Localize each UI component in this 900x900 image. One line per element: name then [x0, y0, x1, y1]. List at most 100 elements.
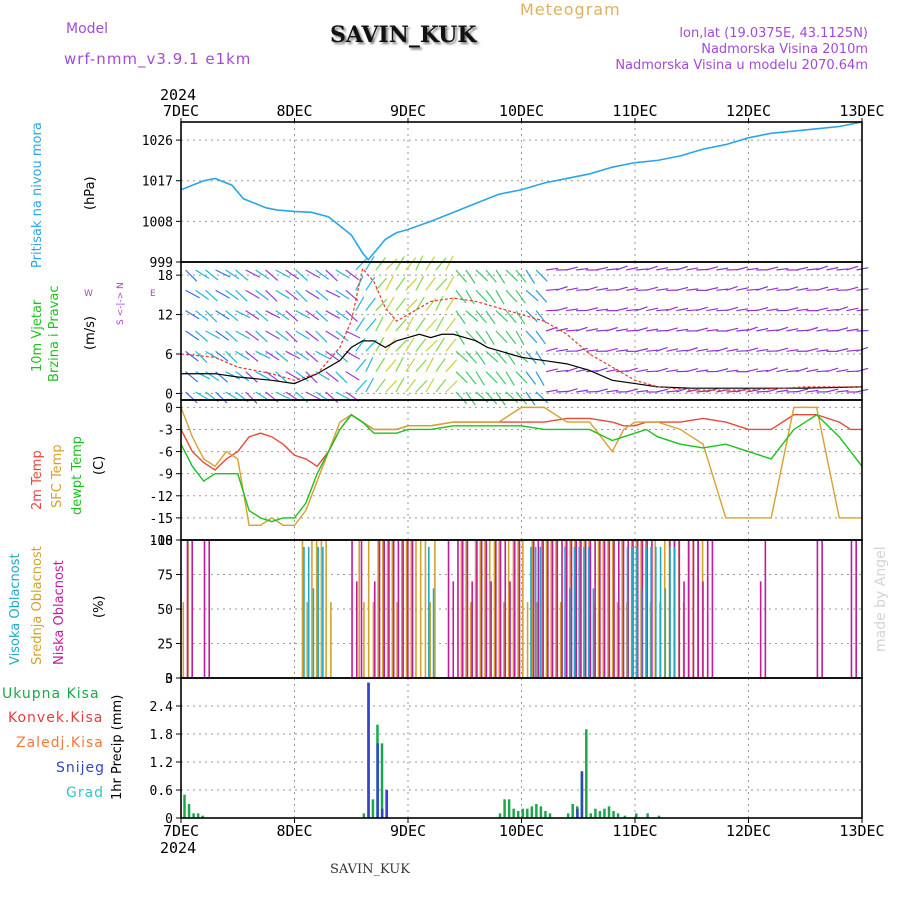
wind-barb	[215, 350, 229, 362]
cloud-low-bar	[495, 540, 497, 678]
wind-barb	[505, 269, 518, 282]
precip-total-bar	[362, 813, 366, 818]
wind-barb	[686, 347, 698, 352]
wind-barb	[596, 287, 609, 291]
cloud-high-bar	[664, 588, 667, 678]
precip-total-bar	[598, 811, 602, 818]
wind-barb	[626, 388, 638, 393]
cloud-low-bar	[706, 540, 709, 678]
wind-barb	[696, 327, 709, 332]
cloud-high-bar	[636, 546, 638, 678]
wind-barb	[596, 329, 609, 332]
date-label-top: 10DEC	[499, 102, 544, 120]
y-tick-label: 1.8	[150, 728, 173, 743]
cloud-high-bar	[564, 546, 566, 678]
cloud-high-bar	[583, 546, 585, 678]
wind-barb	[245, 330, 259, 341]
cloud-low-bar	[589, 540, 592, 678]
wind-barb	[656, 346, 668, 352]
wind-barb	[395, 276, 406, 291]
wind-barb	[656, 267, 669, 271]
cloud-mid-bar	[597, 540, 600, 678]
wind-barb	[415, 255, 424, 271]
wind-barb	[746, 326, 758, 332]
wind-barb	[325, 330, 340, 340]
cloud-low-bar	[383, 540, 386, 678]
wind-barb	[255, 391, 270, 401]
wind-barb	[445, 338, 457, 352]
wind-barb	[616, 307, 628, 312]
wind-barb	[776, 288, 789, 291]
wind-barb	[716, 288, 729, 291]
wind-barb	[726, 369, 739, 373]
cloud-mid-bar	[512, 540, 515, 678]
wind-barb	[525, 289, 539, 302]
wind-barb	[305, 289, 320, 300]
date-label-bottom: 9DEC	[390, 822, 426, 840]
cloud-mid-bar	[382, 540, 384, 678]
cloud-low-bar	[551, 540, 554, 678]
wind-barb	[405, 298, 418, 312]
cloud-high-bar	[673, 546, 676, 678]
wind-barb	[505, 371, 515, 386]
wind-barb	[585, 286, 598, 291]
cloud-low-bar	[485, 540, 488, 678]
wind-barb	[425, 256, 436, 271]
cloud-low-bar	[471, 581, 473, 678]
wind-barb	[425, 357, 434, 372]
wind-barb	[726, 285, 738, 291]
wind-barb	[515, 269, 527, 283]
cloud-low-bar	[556, 540, 559, 678]
wind-barb	[225, 330, 238, 343]
wind-barb	[505, 289, 518, 303]
cloud-mid-bar	[391, 540, 394, 678]
wind-barb	[565, 287, 578, 291]
cloud-high-bar	[568, 588, 571, 678]
cloud-mid-bar	[526, 602, 529, 678]
date-label-bottom: 12DEC	[726, 822, 771, 840]
wind-barb	[385, 379, 398, 393]
date-label-top: 9DEC	[390, 102, 426, 120]
cloud-mid-bar	[517, 540, 519, 678]
wind-barb	[756, 369, 769, 373]
footer-station: SAVIN_KUK	[330, 862, 410, 877]
cloud-low-bar	[388, 540, 390, 678]
wind-barb	[525, 330, 538, 344]
cloud-low-bar	[599, 540, 601, 678]
cloud-low-bar	[392, 540, 395, 678]
y-tick-label: 75	[157, 569, 173, 584]
wind-barb	[535, 289, 548, 303]
precip-total-bar	[635, 813, 638, 818]
wind-barb	[575, 326, 588, 332]
wind-barb	[385, 296, 395, 311]
wind-barb	[325, 269, 338, 282]
wind-barb	[826, 388, 839, 393]
wind-barb	[335, 350, 349, 363]
wind-barb	[255, 330, 268, 343]
wind-barb	[475, 310, 487, 324]
cloud-low-bar	[490, 581, 492, 678]
wind-barb	[425, 377, 435, 393]
wind-barb	[365, 377, 375, 393]
date-label-top: 12DEC	[726, 102, 771, 120]
wind-barb	[205, 269, 219, 281]
wind-barb	[836, 268, 849, 271]
wind-barb	[395, 357, 404, 372]
y-tick-label: 18	[157, 269, 173, 284]
wind-barb	[185, 350, 199, 362]
y-tick-label: 3	[165, 672, 173, 687]
wind-barb	[616, 328, 629, 332]
date-label-bottom: 13DEC	[839, 822, 884, 840]
wind-barb	[716, 368, 729, 373]
wind-barb	[295, 371, 309, 382]
wind-barb	[676, 307, 689, 312]
wind-barb	[766, 388, 779, 393]
wind-barb	[305, 269, 321, 279]
wind-barb	[786, 370, 799, 373]
wind-barb	[305, 391, 321, 400]
wind-barb	[335, 289, 350, 300]
wind-barb	[606, 389, 619, 393]
wind-barb	[345, 371, 360, 381]
wind-barb	[545, 347, 558, 352]
